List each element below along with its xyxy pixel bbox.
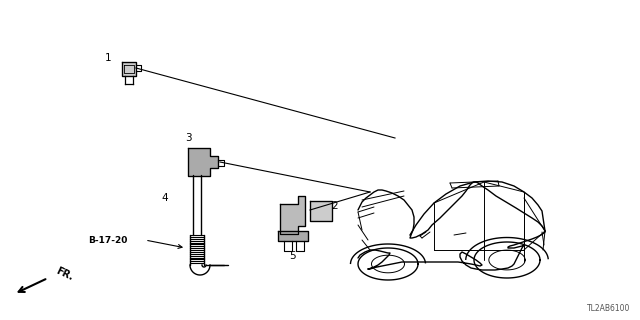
Text: 5: 5 [289, 251, 295, 261]
Polygon shape [122, 62, 136, 76]
Polygon shape [188, 148, 218, 176]
Text: 4: 4 [162, 193, 168, 203]
Text: B-17-20: B-17-20 [88, 236, 127, 244]
Polygon shape [278, 231, 308, 241]
Polygon shape [310, 201, 332, 221]
Text: 3: 3 [185, 133, 191, 143]
Text: 1: 1 [105, 53, 111, 63]
Text: 2: 2 [332, 201, 339, 211]
Polygon shape [280, 196, 305, 234]
Text: TL2AB6100: TL2AB6100 [587, 304, 630, 313]
Text: FR.: FR. [54, 266, 74, 282]
